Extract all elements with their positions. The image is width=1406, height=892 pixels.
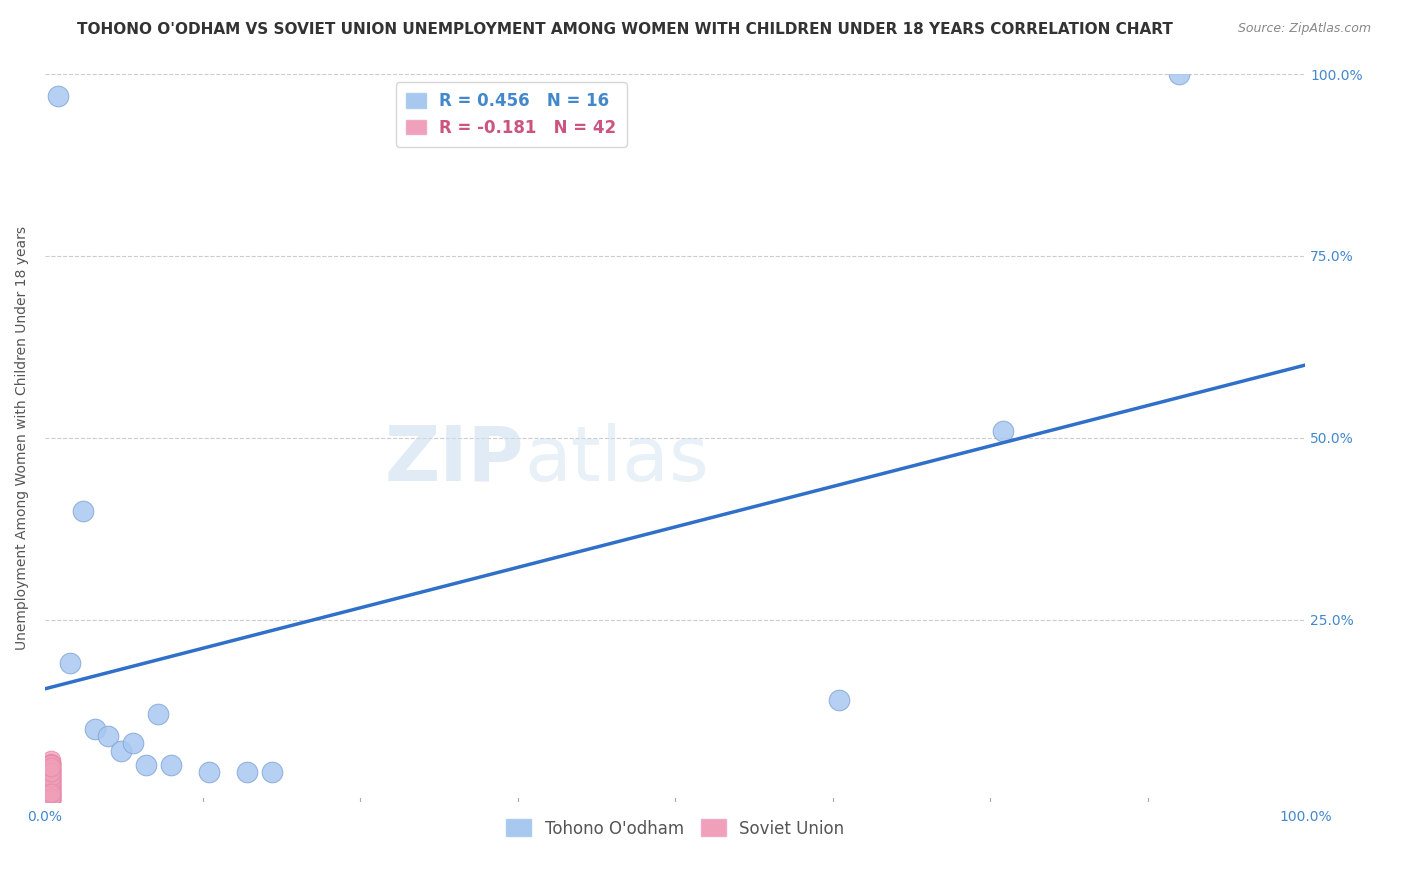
Point <box>39 793 62 807</box>
Point <box>39 786 62 800</box>
Point <box>39 792 62 806</box>
Point <box>39 785 62 799</box>
Point <box>39 753 62 767</box>
Point <box>39 777 62 791</box>
Point <box>39 779 62 793</box>
Point <box>39 764 62 778</box>
Point <box>84 722 107 736</box>
Point <box>39 778 62 792</box>
Point <box>39 773 62 788</box>
Point <box>135 758 157 772</box>
Point <box>46 88 69 103</box>
Point <box>39 764 62 779</box>
Point <box>39 772 62 787</box>
Point <box>122 736 145 750</box>
Point <box>39 766 62 780</box>
Point <box>39 788 62 802</box>
Point <box>39 776 62 790</box>
Point <box>39 783 62 797</box>
Point <box>39 770 62 784</box>
Point <box>991 424 1014 438</box>
Point <box>39 780 62 794</box>
Point <box>39 791 62 805</box>
Point <box>39 783 62 797</box>
Point <box>235 765 257 780</box>
Point <box>59 657 82 671</box>
Point <box>39 794 62 808</box>
Point <box>39 767 62 781</box>
Point <box>39 787 62 801</box>
Point <box>39 757 62 772</box>
Point <box>39 782 62 797</box>
Point <box>39 761 62 775</box>
Point <box>39 758 62 772</box>
Point <box>39 787 62 801</box>
Text: TOHONO O'ODHAM VS SOVIET UNION UNEMPLOYMENT AMONG WOMEN WITH CHILDREN UNDER 18 Y: TOHONO O'ODHAM VS SOVIET UNION UNEMPLOYM… <box>77 22 1173 37</box>
Point <box>39 775 62 789</box>
Point <box>39 789 62 803</box>
Point <box>39 756 62 770</box>
Point <box>828 692 851 706</box>
Y-axis label: Unemployment Among Women with Children Under 18 years: Unemployment Among Women with Children U… <box>15 226 30 649</box>
Legend: Tohono O'odham, Soviet Union: Tohono O'odham, Soviet Union <box>499 813 851 844</box>
Point <box>39 767 62 781</box>
Point <box>39 759 62 773</box>
Point <box>110 744 132 758</box>
Point <box>39 772 62 786</box>
Point <box>72 503 94 517</box>
Point <box>39 790 62 805</box>
Point <box>160 758 183 772</box>
Point <box>39 763 62 777</box>
Point <box>39 762 62 776</box>
Text: Source: ZipAtlas.com: Source: ZipAtlas.com <box>1237 22 1371 36</box>
Point <box>39 781 62 796</box>
Text: ZIP: ZIP <box>384 423 524 497</box>
Point <box>97 729 120 743</box>
Point <box>1168 67 1191 81</box>
Point <box>39 756 62 771</box>
Point <box>198 765 221 780</box>
Text: atlas: atlas <box>524 423 709 497</box>
Point <box>148 707 170 722</box>
Point <box>39 791 62 805</box>
Point <box>260 765 283 780</box>
Point <box>39 768 62 782</box>
Point <box>39 772 62 786</box>
